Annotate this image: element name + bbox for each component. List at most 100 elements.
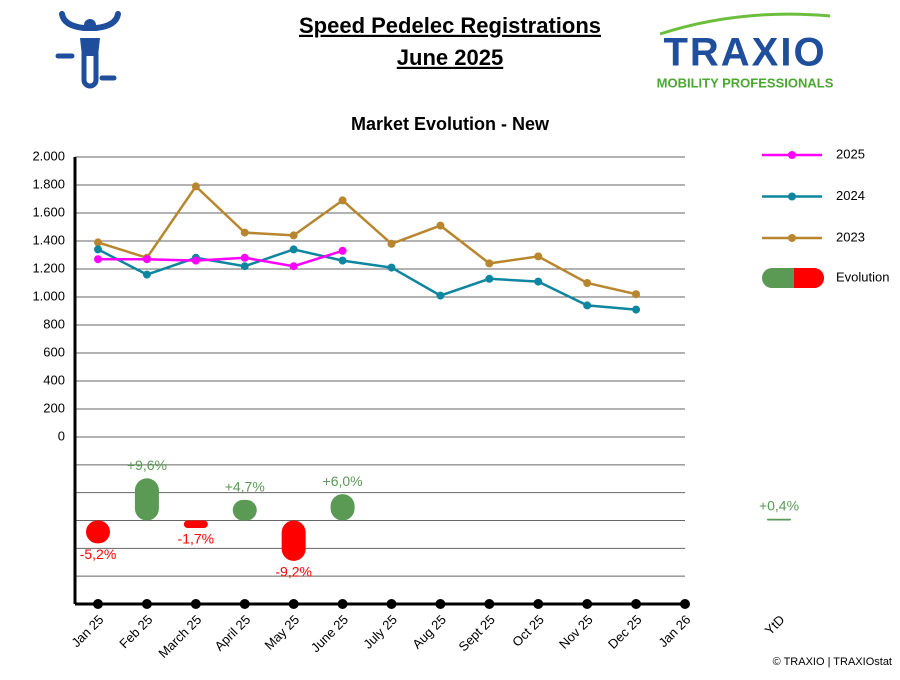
legend-label: 2023: [836, 229, 865, 244]
y-tick-label: 1.600: [32, 204, 65, 219]
y-tick-label: 2.000: [32, 148, 65, 163]
series-point: [436, 221, 445, 230]
series-point: [387, 239, 396, 248]
series-point: [387, 263, 396, 272]
series-line: [97, 184, 637, 296]
x-axis-dot: [239, 599, 250, 609]
x-tick-label: Sept 25: [456, 612, 498, 654]
x-tick-label: Oct 25: [509, 612, 547, 650]
page-subtitle: June 2025: [397, 45, 503, 70]
logo-tagline: MOBILITY PROFESSIONALS: [657, 75, 834, 90]
series-point: [94, 245, 102, 254]
x-axis-dot: [141, 599, 152, 609]
series-point: [289, 245, 298, 254]
series-point: [289, 262, 298, 271]
ytd-label: YtD: [762, 612, 788, 638]
x-tick-label: Jan 26: [655, 612, 693, 650]
series-point: [240, 253, 249, 262]
x-tick-label: March 25: [155, 612, 204, 661]
legend-point: [788, 192, 796, 201]
series-point: [338, 246, 347, 255]
x-axis-dot: [435, 599, 446, 609]
y-tick-label: 1.400: [32, 232, 65, 247]
copyright: © TRAXIO | TRAXIOstat: [773, 656, 892, 668]
y-tick-label: 1.000: [32, 288, 65, 303]
x-tick-label: Aug 25: [409, 612, 449, 652]
legend-label: 2024: [836, 188, 865, 203]
y-tick-label: 1.200: [32, 260, 65, 275]
series-point: [240, 228, 249, 237]
legend-point: [788, 234, 796, 242]
x-tick-label: Jan 25: [68, 612, 106, 650]
series-point: [289, 231, 298, 240]
series-point: [632, 305, 641, 314]
x-tick-label: June 25: [308, 612, 351, 655]
series-point: [240, 262, 249, 271]
y-tick-label: 0: [58, 428, 65, 443]
x-tick-label: Dec 25: [605, 612, 645, 652]
chart-title: Market Evolution - New: [351, 114, 550, 134]
series-point: [191, 182, 200, 191]
series-point: [94, 255, 102, 264]
rider-icon: [55, 11, 121, 89]
series-point: [632, 290, 641, 299]
logo: TRAXIO: [663, 31, 826, 75]
y-tick-label: 200: [43, 400, 65, 415]
x-tick-label: Feb 25: [116, 612, 155, 651]
logo-swoosh: [659, 12, 831, 36]
evolution-bar: [183, 520, 208, 528]
evolution-label: +0,4%: [759, 497, 799, 513]
x-axis-dot: [533, 599, 544, 609]
evolution-label: +9,6%: [127, 457, 167, 473]
series-point: [94, 238, 102, 247]
y-tick-label: 400: [43, 372, 65, 387]
x-axis-dot: [93, 599, 103, 609]
evolution-label: -9,2%: [275, 564, 312, 580]
legend-label: Evolution: [836, 269, 889, 284]
legend-evolution-red: [794, 268, 824, 288]
evolution-bar: [232, 499, 257, 521]
y-tick-label: 600: [43, 344, 65, 359]
x-axis-dot: [582, 599, 593, 609]
series-point: [583, 301, 592, 310]
evolution-bar: [330, 494, 355, 521]
y-tick-label: 1.800: [32, 176, 65, 191]
evolution-bar: [767, 518, 791, 521]
page-title: Speed Pedelec Registrations: [299, 13, 601, 38]
evolution-bar: [86, 520, 110, 544]
x-tick-label: Nov 25: [556, 612, 596, 652]
evolution-bar: [134, 478, 159, 521]
x-tick-label: April 25: [212, 612, 254, 654]
series-point: [485, 274, 494, 283]
series-point: [436, 291, 445, 300]
evolution-label: -1,7%: [178, 531, 215, 547]
series-point: [338, 196, 347, 205]
series-line: [98, 249, 343, 268]
x-axis-dot: [386, 599, 397, 609]
series-point: [534, 252, 543, 261]
x-axis-dot: [484, 599, 495, 609]
series-point: [191, 256, 200, 265]
evolution-label: -5,2%: [80, 546, 117, 562]
series-point: [583, 279, 592, 287]
x-axis-dot: [631, 599, 642, 609]
x-axis-dot: [190, 599, 201, 609]
x-axis-dot: [680, 599, 690, 609]
legend-label: 2025: [836, 146, 865, 161]
y-tick-label: 800: [43, 316, 65, 331]
legend-point: [788, 151, 796, 159]
series-line: [97, 248, 637, 311]
x-axis-dot: [288, 599, 299, 609]
x-tick-label: May 25: [261, 612, 302, 653]
series-point: [485, 259, 494, 268]
evolution-bar: [281, 520, 306, 561]
x-axis-dot: [337, 599, 348, 609]
x-tick-label: July 25: [360, 612, 400, 652]
evolution-label: +6,0%: [323, 473, 363, 489]
series-point: [142, 255, 151, 264]
series-point: [142, 270, 151, 279]
evolution-label: +4,7%: [225, 479, 265, 495]
series-point: [534, 277, 543, 286]
series-point: [338, 256, 347, 265]
